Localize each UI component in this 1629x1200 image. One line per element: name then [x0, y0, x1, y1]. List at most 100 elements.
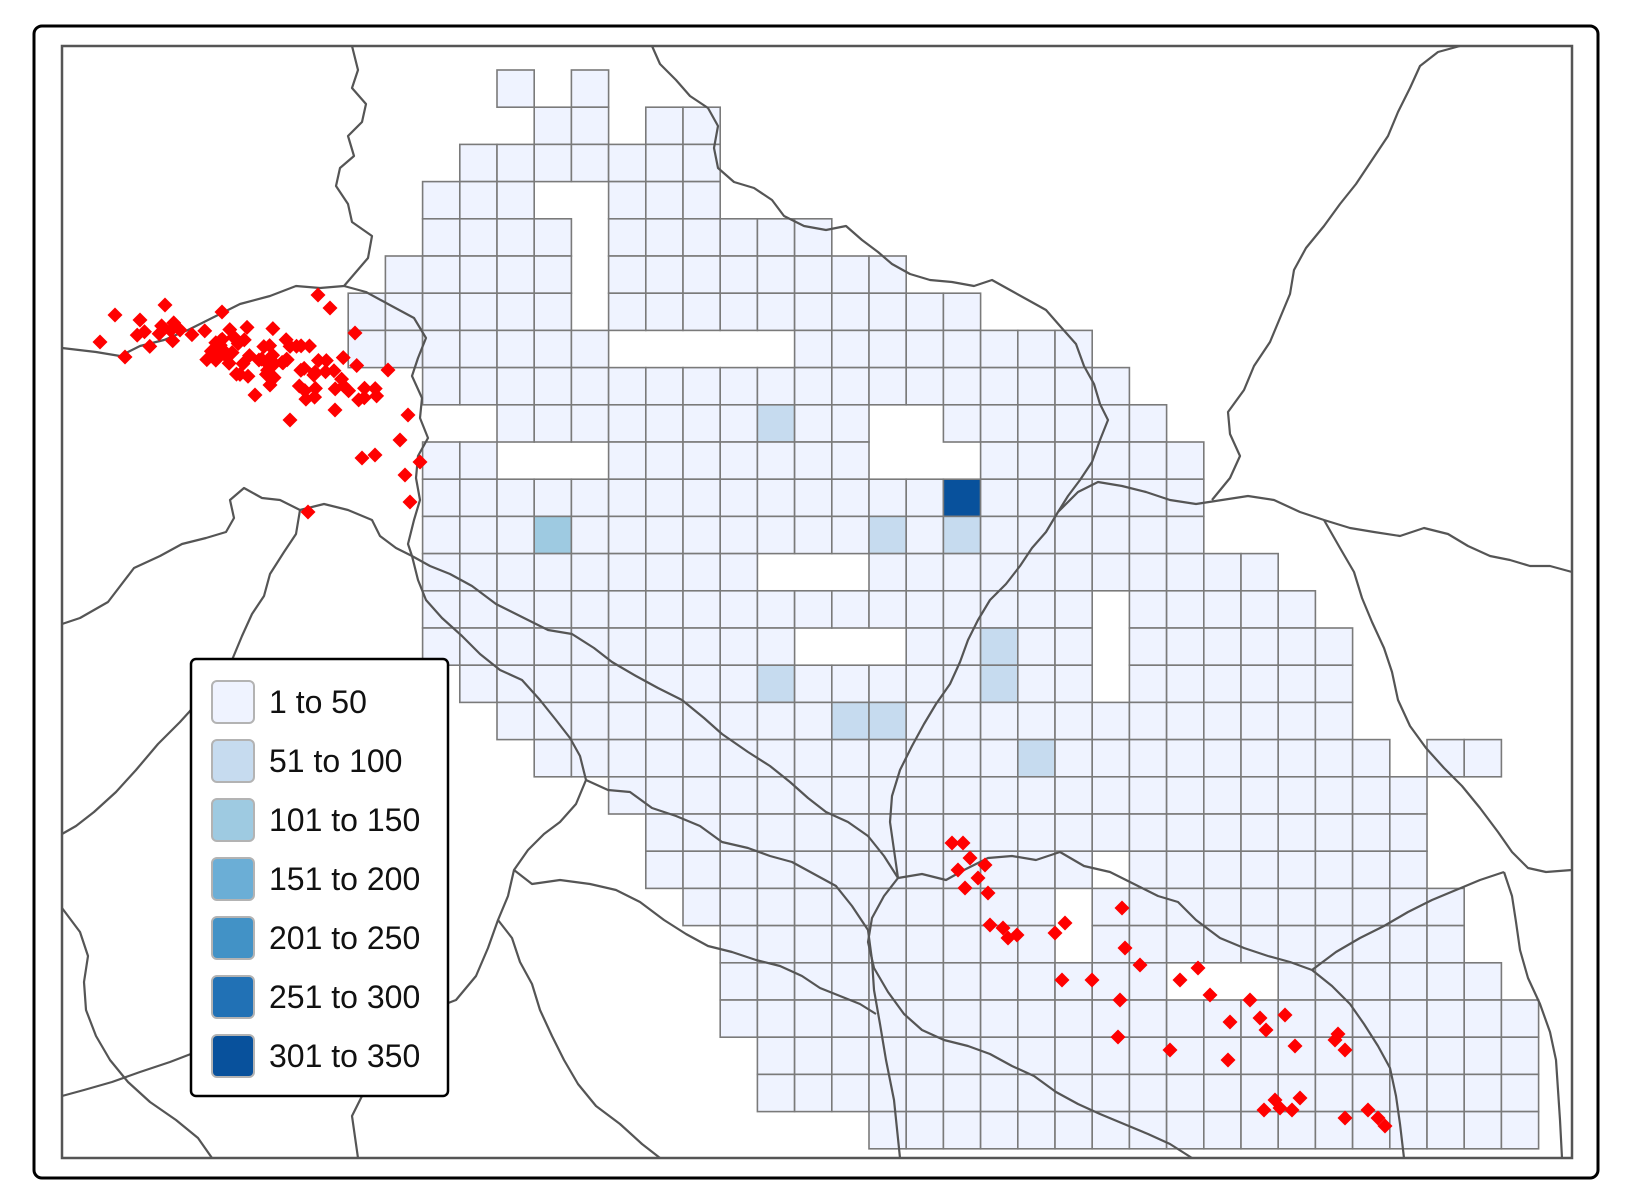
grid-cell	[1203, 1036, 1242, 1076]
grid-cell	[1351, 775, 1391, 815]
grid-cell	[682, 552, 722, 592]
grid-cell	[756, 701, 796, 741]
legend-label: 51 to 100	[269, 743, 402, 779]
grid-cell	[830, 1073, 870, 1113]
grid-cell	[607, 366, 647, 406]
grid-cell	[793, 887, 833, 927]
grid-cell	[756, 999, 796, 1039]
grid-cell	[905, 1110, 945, 1150]
grid-cell	[644, 627, 684, 667]
occurrence-point	[318, 364, 334, 380]
grid-cell	[1054, 701, 1094, 741]
grid-cell	[496, 515, 536, 555]
grid-cell	[793, 738, 833, 778]
grid-cell	[830, 441, 870, 481]
grid-cell	[1016, 813, 1056, 853]
grid-cell	[868, 329, 908, 369]
grid-cell	[1389, 924, 1428, 964]
grid-cell	[644, 515, 684, 555]
occurrence-point	[400, 407, 416, 423]
grid-cells-layer	[347, 69, 1540, 1150]
grid-cell	[607, 738, 647, 778]
grid-cell	[905, 627, 945, 667]
grid-cell	[533, 738, 573, 778]
occurrence-point	[293, 338, 309, 354]
grid-cell	[1389, 813, 1428, 853]
occurrence-point	[300, 504, 316, 520]
grid-cell	[1016, 1110, 1056, 1150]
legend-label: 1 to 50	[269, 684, 367, 720]
occurrence-point	[354, 450, 370, 466]
occurrence-point	[1132, 957, 1148, 973]
grid-cell	[905, 664, 945, 704]
grid-cell	[1165, 478, 1205, 518]
grid-cell	[496, 255, 536, 295]
grid-cell	[1277, 813, 1317, 853]
occurrence-point	[412, 454, 428, 470]
grid-cell	[942, 887, 982, 927]
grid-cell	[868, 366, 908, 406]
grid-cell	[1165, 924, 1205, 964]
occurrence-point	[1220, 1052, 1236, 1068]
grid-cell	[1277, 1110, 1317, 1150]
grid-cell	[1016, 887, 1056, 927]
occurrence-point	[251, 352, 267, 368]
grid-cell	[496, 589, 536, 629]
grid-cell	[533, 143, 573, 183]
occurrence-point	[310, 352, 326, 368]
grid-cell	[1351, 813, 1391, 853]
grid-cell	[1203, 589, 1242, 629]
grid-cell	[1091, 403, 1131, 443]
grid-cell	[1128, 1036, 1168, 1076]
grid-cell	[1314, 850, 1354, 890]
grid-cell	[1091, 775, 1131, 815]
grid-cell	[682, 515, 722, 555]
grid-cell	[1054, 813, 1094, 853]
grid-cell	[868, 1073, 908, 1113]
occurrence-point	[209, 348, 225, 364]
legend-label: 151 to 200	[269, 861, 420, 897]
grid-cell	[644, 292, 684, 332]
occurrence-point	[236, 332, 252, 348]
grid-cell	[1240, 627, 1280, 667]
grid-cell	[719, 664, 759, 704]
grid-cell	[496, 69, 536, 109]
grid-cell	[1054, 589, 1094, 629]
grid-cell	[1240, 552, 1280, 592]
grid-cell	[496, 403, 536, 443]
legend-box	[189, 657, 450, 1098]
grid-cell	[1016, 515, 1056, 555]
grid-cell	[942, 366, 982, 406]
occurrence-point	[165, 333, 181, 349]
country-border	[585, 778, 902, 1159]
country-border	[61, 486, 413, 626]
occurrence-point	[310, 287, 326, 303]
occurrence-point	[1110, 1029, 1126, 1045]
occurrence-point	[957, 880, 973, 896]
grid-cell	[1128, 664, 1168, 704]
occurrence-point	[327, 381, 343, 397]
grid-cell	[458, 366, 498, 406]
grid-cell	[644, 813, 684, 853]
occurrence-point	[92, 334, 108, 350]
occurrence-point	[1114, 900, 1130, 916]
grid-cell	[458, 552, 498, 592]
grid-cell	[496, 478, 536, 518]
grid-cell	[719, 775, 759, 815]
grid-cell	[570, 143, 610, 183]
grid-cell	[942, 589, 982, 629]
grid-cell	[1091, 1036, 1131, 1076]
grid-cell	[793, 403, 833, 443]
grid-cell	[607, 441, 647, 481]
country-border	[888, 511, 1059, 879]
grid-cell	[570, 738, 610, 778]
grid-cell	[793, 329, 833, 369]
grid-cell	[830, 738, 870, 778]
legend-label: 301 to 350	[269, 1038, 420, 1074]
grid-cell	[942, 999, 982, 1039]
occurrence-point	[1256, 1102, 1272, 1118]
grid-cell	[1165, 1110, 1205, 1150]
grid-cell	[1054, 441, 1094, 481]
grid-cell	[905, 366, 945, 406]
